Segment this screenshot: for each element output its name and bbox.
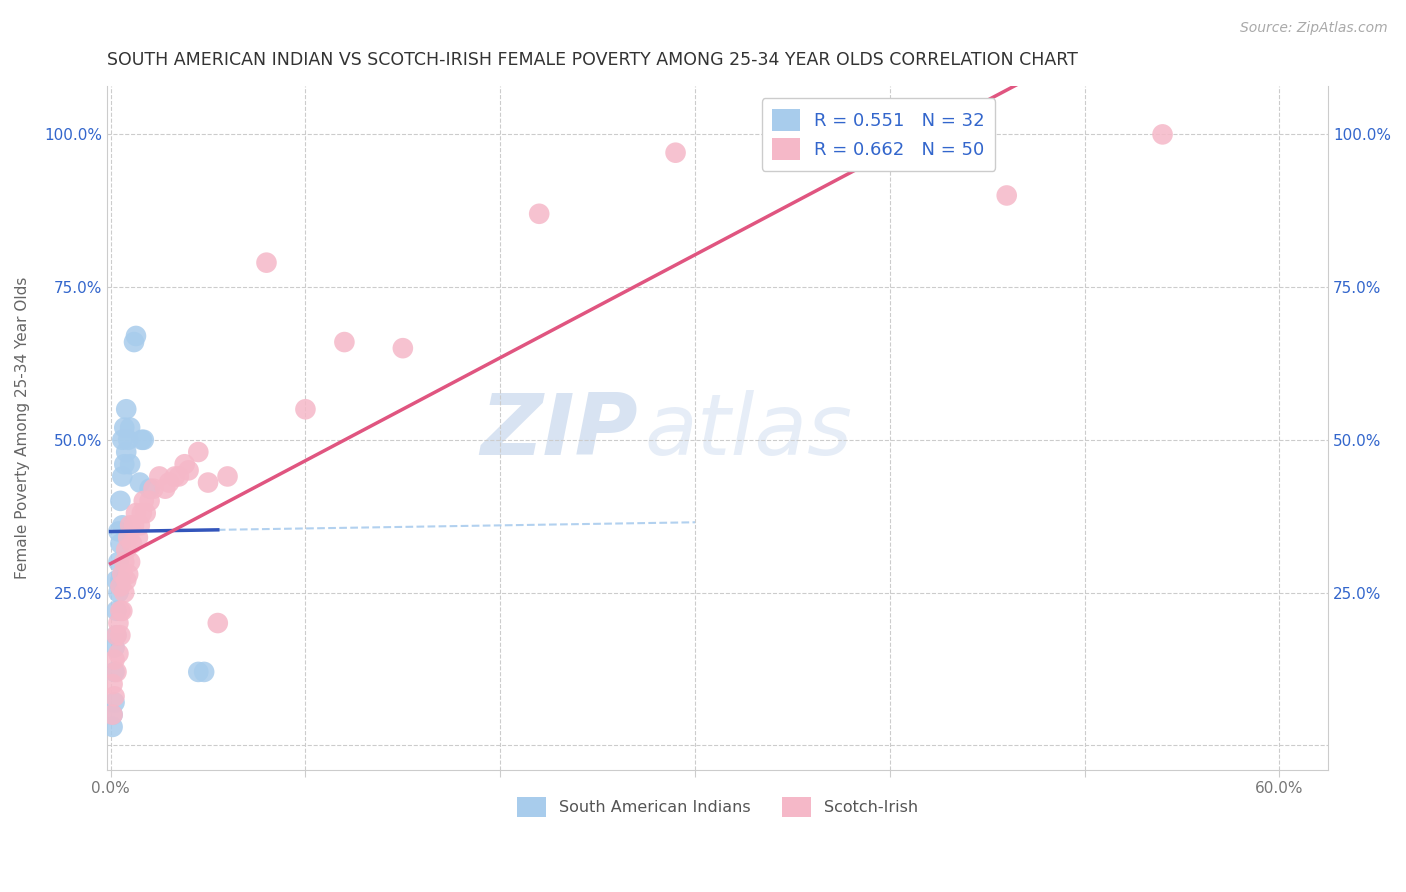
Point bbox=[105, 628, 128, 642]
Text: atlas: atlas bbox=[644, 390, 852, 473]
Point bbox=[103, 696, 125, 710]
Point bbox=[105, 574, 128, 588]
Point bbox=[392, 341, 415, 355]
Point bbox=[157, 475, 180, 490]
Point bbox=[177, 463, 200, 477]
Point bbox=[135, 506, 157, 520]
Text: SOUTH AMERICAN INDIAN VS SCOTCH-IRISH FEMALE POVERTY AMONG 25-34 YEAR OLDS CORRE: SOUTH AMERICAN INDIAN VS SCOTCH-IRISH FE… bbox=[107, 51, 1077, 69]
Point bbox=[112, 457, 135, 471]
Point bbox=[111, 469, 134, 483]
Point bbox=[115, 542, 138, 557]
Point bbox=[132, 433, 155, 447]
Point bbox=[117, 531, 139, 545]
Point bbox=[132, 494, 155, 508]
Legend: South American Indians, Scotch-Irish: South American Indians, Scotch-Irish bbox=[510, 791, 924, 823]
Point bbox=[101, 677, 124, 691]
Point bbox=[122, 518, 145, 533]
Point bbox=[103, 665, 125, 679]
Point bbox=[125, 329, 148, 343]
Point bbox=[217, 469, 239, 483]
Point bbox=[110, 494, 132, 508]
Point bbox=[193, 665, 215, 679]
Point bbox=[103, 653, 125, 667]
Point bbox=[128, 518, 150, 533]
Point bbox=[110, 536, 132, 550]
Point bbox=[120, 457, 142, 471]
Point bbox=[173, 457, 195, 471]
Point bbox=[107, 555, 129, 569]
Point bbox=[664, 145, 686, 160]
Point bbox=[115, 445, 138, 459]
Point bbox=[125, 506, 148, 520]
Text: ZIP: ZIP bbox=[481, 390, 638, 473]
Point bbox=[111, 518, 134, 533]
Point bbox=[110, 628, 132, 642]
Point bbox=[105, 604, 128, 618]
Point bbox=[333, 334, 356, 349]
Point bbox=[103, 690, 125, 704]
Point bbox=[207, 615, 229, 630]
Point bbox=[529, 207, 551, 221]
Point bbox=[187, 445, 209, 459]
Point bbox=[115, 402, 138, 417]
Point bbox=[197, 475, 219, 490]
Point bbox=[148, 469, 170, 483]
Point bbox=[294, 402, 316, 417]
Point bbox=[131, 433, 153, 447]
Point bbox=[128, 475, 150, 490]
Point bbox=[121, 536, 143, 550]
Point bbox=[115, 574, 138, 588]
Point bbox=[122, 334, 145, 349]
Point bbox=[127, 531, 149, 545]
Point bbox=[153, 482, 176, 496]
Point bbox=[101, 707, 124, 722]
Point bbox=[110, 604, 132, 618]
Point bbox=[256, 255, 278, 269]
Point bbox=[120, 518, 142, 533]
Point bbox=[112, 420, 135, 434]
Point bbox=[110, 574, 132, 588]
Point bbox=[111, 433, 134, 447]
Point bbox=[120, 420, 142, 434]
Point bbox=[131, 506, 153, 520]
Point bbox=[101, 707, 124, 722]
Point bbox=[112, 555, 135, 569]
Point bbox=[167, 469, 190, 483]
Point bbox=[120, 555, 142, 569]
Point bbox=[107, 524, 129, 539]
Point bbox=[105, 665, 128, 679]
Point bbox=[117, 567, 139, 582]
Point bbox=[142, 482, 165, 496]
Point bbox=[112, 585, 135, 599]
Point bbox=[1152, 128, 1174, 142]
Point bbox=[107, 647, 129, 661]
Point bbox=[187, 665, 209, 679]
Point bbox=[138, 482, 160, 496]
Point bbox=[111, 567, 134, 582]
Point bbox=[107, 615, 129, 630]
Point bbox=[107, 585, 129, 599]
Point bbox=[101, 720, 124, 734]
Point bbox=[103, 640, 125, 655]
Text: Source: ZipAtlas.com: Source: ZipAtlas.com bbox=[1240, 21, 1388, 35]
Y-axis label: Female Poverty Among 25-34 Year Olds: Female Poverty Among 25-34 Year Olds bbox=[15, 277, 30, 579]
Point bbox=[105, 628, 128, 642]
Point bbox=[117, 433, 139, 447]
Point bbox=[138, 494, 160, 508]
Point bbox=[111, 604, 134, 618]
Point bbox=[163, 469, 186, 483]
Point bbox=[110, 579, 132, 593]
Point bbox=[995, 188, 1018, 202]
